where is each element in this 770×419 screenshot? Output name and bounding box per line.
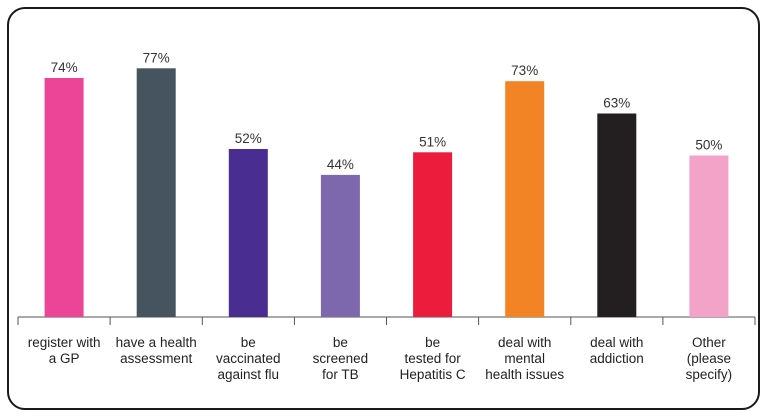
category-label-line: register with [28, 335, 101, 350]
category-label-line: deal with [498, 335, 551, 350]
category-label-3: be vaccinated against flu [216, 335, 281, 382]
category-label-line: have a health [116, 335, 197, 350]
category-label-line: assessment [120, 351, 192, 366]
category-label-line: Hepatitis C [400, 367, 466, 382]
category-label-line: be [333, 335, 348, 350]
data-label-2: 77% [143, 50, 170, 65]
category-label-line: vaccinated [216, 351, 281, 366]
bar-1 [44, 78, 84, 317]
category-label-line: against flu [218, 367, 280, 382]
category-label-1: register with a GP [28, 335, 101, 366]
category-label-line: Other [692, 335, 726, 350]
category-label-line: (please [687, 351, 731, 366]
category-label-6: deal with mental health issues [485, 335, 564, 382]
data-label-1: 74% [51, 60, 78, 75]
category-label-line: addiction [590, 351, 644, 366]
bar-2 [136, 68, 176, 317]
category-label-5: be tested for Hepatitis C [400, 335, 466, 382]
bar-4 [320, 174, 360, 317]
data-label-8: 50% [695, 138, 722, 153]
data-label-5: 51% [419, 134, 446, 149]
category-label-4: be screened for TB [313, 335, 369, 382]
category-label-2: have a health assessment [116, 335, 197, 366]
data-label-7: 63% [603, 96, 630, 111]
category-label-7: deal with addiction [590, 335, 644, 366]
data-label-4: 44% [327, 157, 354, 172]
category-label-line: screened [313, 351, 369, 366]
category-label-line: deal with [590, 335, 643, 350]
bar-6 [505, 81, 545, 317]
category-label-line: for TB [322, 367, 359, 382]
category-label-line: a GP [49, 351, 80, 366]
category-label-line: health issues [485, 367, 564, 382]
bar-7 [597, 113, 637, 317]
category-label-line: specify) [686, 367, 733, 382]
bar-3 [228, 149, 268, 317]
category-label-8: Other (please specify) [686, 335, 733, 382]
data-label-6: 73% [511, 63, 538, 78]
bar-8 [689, 155, 729, 317]
category-label-line: be [241, 335, 256, 350]
category-label-line: tested for [404, 351, 461, 366]
bar-5 [413, 152, 453, 317]
data-label-3: 52% [235, 131, 262, 146]
category-label-line: mental [504, 351, 545, 366]
category-label-line: be [425, 335, 440, 350]
